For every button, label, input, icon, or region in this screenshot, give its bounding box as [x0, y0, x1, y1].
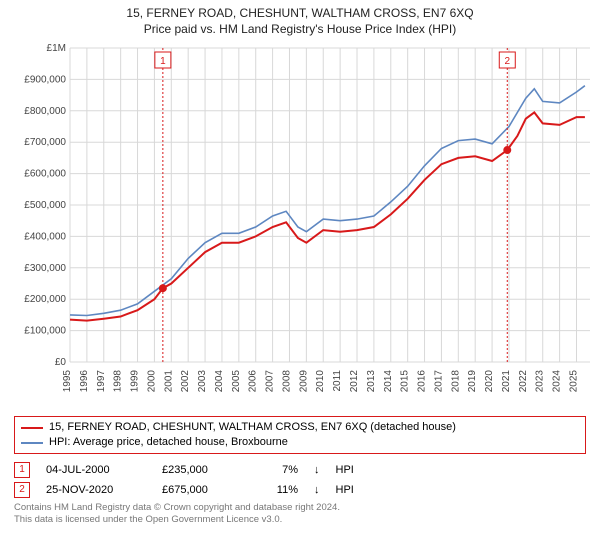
svg-text:2001: 2001: [163, 370, 174, 393]
svg-text:2020: 2020: [484, 370, 495, 393]
chart-plot-area: £0 £100,000 £200,000 £300,000 £400,000 £500,0…: [14, 40, 586, 410]
svg-text:2003: 2003: [197, 370, 208, 393]
svg-text:£700,000: £700,000: [24, 137, 66, 148]
svg-text:2015: 2015: [400, 370, 411, 393]
svg-text:2012: 2012: [349, 370, 360, 393]
sale-marker-1: 1: [14, 462, 30, 478]
sale-row-1: 1 04-JUL-2000 £235,000 7% ↓ HPI: [14, 460, 586, 480]
sales-table: 1 04-JUL-2000 £235,000 7% ↓ HPI 2 25-NOV…: [14, 460, 586, 500]
sale-cmp-2: HPI: [336, 480, 354, 500]
svg-text:2000: 2000: [146, 370, 157, 393]
sale-date-1: 04-JUL-2000: [46, 460, 146, 480]
legend: 15, FERNEY ROAD, CHESHUNT, WALTHAM CROSS…: [14, 416, 586, 454]
chart-container: 15, FERNEY ROAD, CHESHUNT, WALTHAM CROSS…: [0, 0, 600, 560]
legend-row-hpi: HPI: Average price, detached house, Brox…: [21, 435, 579, 450]
svg-text:2021: 2021: [501, 370, 512, 393]
footer-line-2: This data is licensed under the Open Gov…: [14, 514, 586, 526]
svg-text:2023: 2023: [535, 370, 546, 393]
svg-text:2011: 2011: [332, 370, 343, 392]
sale-date-2: 25-NOV-2020: [46, 480, 146, 500]
svg-text:1996: 1996: [79, 370, 90, 393]
svg-text:2010: 2010: [315, 370, 326, 393]
legend-row-property: 15, FERNEY ROAD, CHESHUNT, WALTHAM CROSS…: [21, 420, 579, 435]
svg-text:2013: 2013: [366, 370, 377, 393]
sale-marker-2: 2: [14, 482, 30, 498]
chart-title-address: 15, FERNEY ROAD, CHESHUNT, WALTHAM CROSS…: [14, 6, 586, 20]
svg-text:£300,000: £300,000: [24, 263, 66, 274]
footer: Contains HM Land Registry data © Crown c…: [14, 502, 586, 526]
svg-text:2014: 2014: [383, 370, 394, 393]
legend-swatch-blue: [21, 442, 43, 444]
svg-text:1999: 1999: [130, 370, 141, 393]
legend-label-hpi: HPI: Average price, detached house, Brox…: [49, 435, 288, 450]
svg-text:2009: 2009: [298, 370, 309, 393]
svg-text:£200,000: £200,000: [24, 294, 66, 305]
sale-price-1: £235,000: [162, 460, 242, 480]
svg-text:2: 2: [504, 56, 510, 67]
svg-text:£100,000: £100,000: [24, 326, 66, 337]
svg-text:2007: 2007: [265, 370, 276, 393]
svg-text:2006: 2006: [248, 370, 259, 393]
svg-text:£0: £0: [55, 357, 67, 368]
svg-text:2024: 2024: [552, 370, 563, 393]
legend-label-property: 15, FERNEY ROAD, CHESHUNT, WALTHAM CROSS…: [49, 420, 456, 435]
svg-text:£1M: £1M: [47, 43, 66, 54]
svg-text:1995: 1995: [62, 370, 73, 393]
svg-text:2025: 2025: [568, 370, 579, 393]
chart-titles: 15, FERNEY ROAD, CHESHUNT, WALTHAM CROSS…: [14, 6, 586, 40]
svg-text:£400,000: £400,000: [24, 231, 66, 242]
svg-text:£800,000: £800,000: [24, 106, 66, 117]
svg-text:2022: 2022: [518, 370, 529, 393]
footer-line-1: Contains HM Land Registry data © Crown c…: [14, 502, 586, 514]
svg-text:2016: 2016: [417, 370, 428, 393]
sale-price-2: £675,000: [162, 480, 242, 500]
legend-swatch-red: [21, 427, 43, 429]
chart-svg: £0 £100,000 £200,000 £300,000 £400,000 £500,0…: [14, 40, 596, 410]
svg-text:2005: 2005: [231, 370, 242, 393]
svg-text:1997: 1997: [96, 370, 107, 393]
svg-text:2017: 2017: [433, 370, 444, 393]
svg-text:2018: 2018: [450, 370, 461, 393]
sale-cmp-1: HPI: [336, 460, 354, 480]
svg-text:1998: 1998: [113, 370, 124, 393]
sale-pct-2: 11%: [258, 480, 298, 500]
sale-row-2: 2 25-NOV-2020 £675,000 11% ↓ HPI: [14, 480, 586, 500]
chart-subtitle: Price paid vs. HM Land Registry's House …: [14, 22, 586, 36]
sale-arrow-2: ↓: [314, 480, 320, 500]
sale-pct-1: 7%: [258, 460, 298, 480]
svg-text:2019: 2019: [467, 370, 478, 393]
svg-text:2004: 2004: [214, 370, 225, 393]
svg-text:£500,000: £500,000: [24, 200, 66, 211]
svg-text:£600,000: £600,000: [24, 169, 66, 180]
svg-text:2008: 2008: [281, 370, 292, 393]
svg-text:1: 1: [160, 56, 166, 67]
svg-text:2002: 2002: [180, 370, 191, 393]
svg-text:£900,000: £900,000: [24, 74, 66, 85]
sale-arrow-1: ↓: [314, 460, 320, 480]
